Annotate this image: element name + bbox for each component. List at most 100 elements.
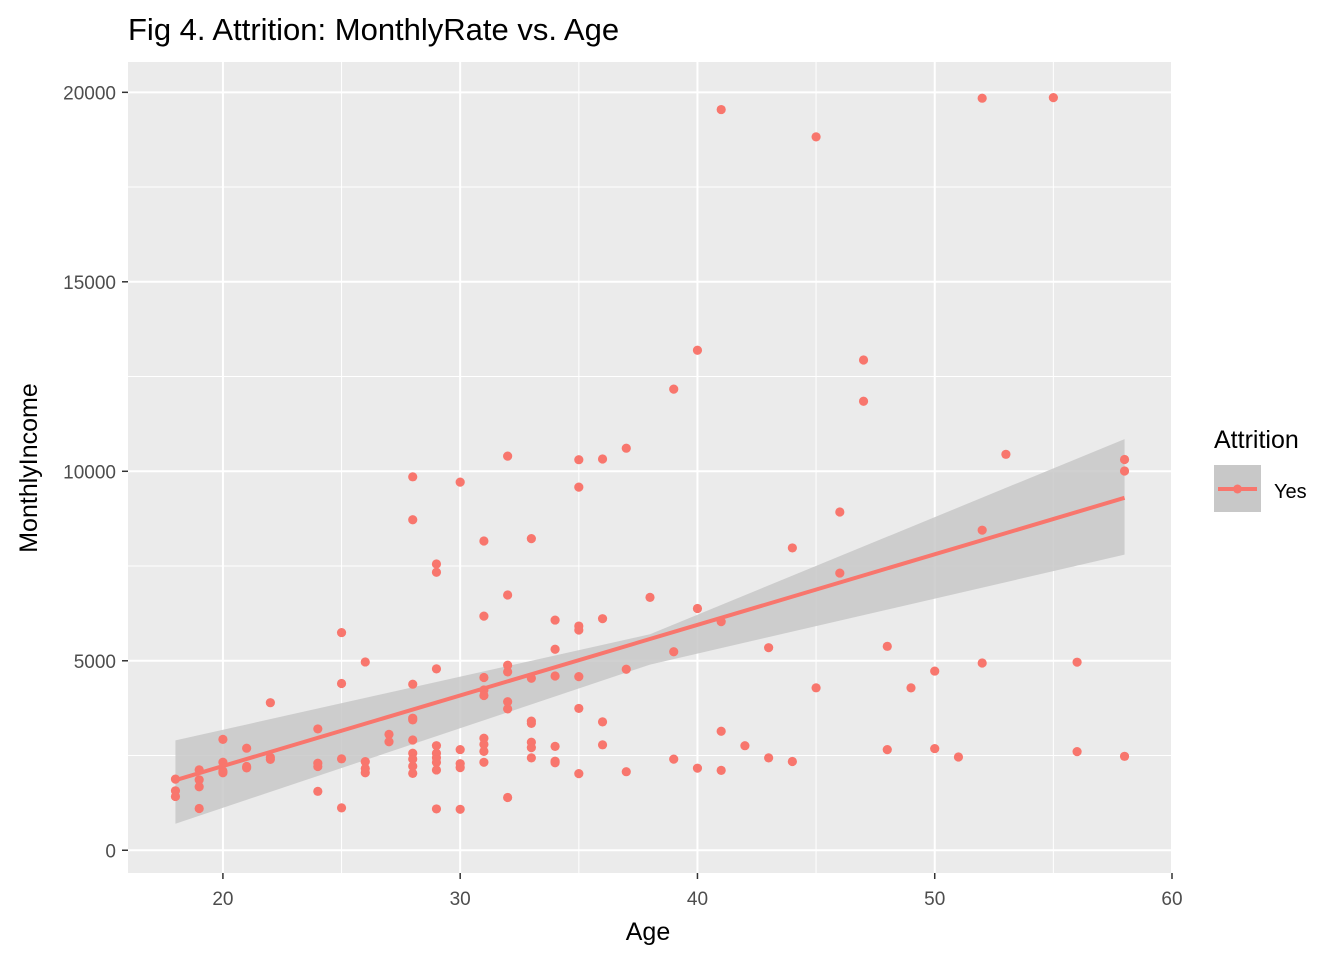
data-point (194, 775, 204, 785)
y-tick-label: 0 (105, 841, 116, 862)
data-point (574, 769, 584, 779)
data-point (479, 757, 489, 767)
data-point (408, 679, 418, 689)
legend: Attrition Yes (1214, 426, 1307, 512)
data-point (977, 658, 987, 668)
data-point (431, 559, 442, 569)
data-point (550, 615, 560, 625)
data-point (787, 543, 797, 553)
data-point (953, 752, 964, 762)
data-point (455, 477, 465, 487)
data-point (692, 603, 703, 614)
data-point (431, 567, 442, 577)
data-point (669, 647, 679, 657)
data-point (811, 132, 821, 142)
data-point (550, 644, 560, 654)
data-point (479, 672, 489, 683)
data-point (669, 754, 679, 764)
data-point (858, 396, 869, 406)
data-point (930, 666, 940, 676)
data-point (479, 611, 489, 621)
data-point (455, 804, 465, 814)
data-point (479, 739, 489, 749)
data-point (360, 657, 370, 667)
data-point (764, 753, 774, 763)
data-point (574, 455, 584, 465)
data-point (1048, 93, 1058, 103)
data-point (265, 752, 275, 762)
data-point (574, 625, 584, 635)
x-tick-label: 50 (924, 889, 945, 910)
data-point (431, 664, 442, 674)
data-point (479, 746, 489, 756)
data-point (503, 667, 513, 677)
data-point (906, 683, 916, 693)
data-point (835, 507, 845, 517)
data-point (526, 533, 536, 544)
data-point (977, 525, 987, 535)
data-point (550, 758, 560, 768)
data-point (408, 515, 418, 525)
data-point (597, 614, 608, 624)
data-point (455, 744, 465, 755)
data-point (1119, 454, 1130, 465)
data-point (621, 443, 631, 453)
data-point (431, 765, 442, 775)
data-point (503, 451, 513, 461)
data-point (479, 536, 489, 546)
data-point (503, 697, 513, 707)
data-point (408, 768, 418, 779)
data-point (313, 761, 323, 772)
data-point (858, 355, 869, 365)
data-point (716, 765, 726, 776)
data-point (811, 683, 821, 693)
data-point (313, 724, 323, 734)
chart-title: Fig 4. Attrition: MonthlyRate vs. Age (128, 12, 619, 47)
data-point (597, 454, 608, 464)
data-point (408, 754, 418, 764)
data-point (360, 768, 370, 778)
data-point (503, 590, 513, 600)
data-point (360, 756, 370, 767)
data-point (408, 735, 418, 745)
data-point (408, 472, 418, 482)
data-point (597, 717, 608, 727)
data-point (431, 757, 442, 767)
data-point (384, 737, 394, 747)
data-point (408, 761, 418, 771)
data-point (503, 792, 513, 803)
confidence-ribbon (175, 439, 1125, 824)
data-point (384, 729, 394, 739)
data-point (526, 753, 536, 763)
y-axis-title: MonthlyIncome (15, 383, 43, 553)
data-point (574, 672, 584, 682)
legend-key-point (1233, 484, 1242, 494)
data-point (218, 734, 228, 744)
data-point (431, 741, 442, 751)
data-point (194, 803, 204, 814)
data-point (526, 743, 536, 753)
data-point (479, 690, 489, 701)
data-point (170, 791, 181, 802)
data-point (882, 641, 892, 651)
data-point (716, 104, 726, 115)
data-point (455, 763, 465, 773)
x-tick-label: 30 (450, 889, 471, 910)
data-point (503, 660, 513, 670)
data-point (242, 761, 252, 772)
data-point (336, 627, 347, 638)
y-tick-label: 15000 (63, 273, 116, 294)
data-point (336, 754, 347, 764)
data-point (503, 704, 513, 714)
data-point (764, 643, 774, 653)
data-point (835, 568, 845, 578)
data-point (669, 384, 679, 394)
legend-label-yes: Yes (1274, 481, 1307, 503)
data-point (1001, 449, 1011, 459)
data-point (408, 715, 418, 725)
data-point (692, 763, 703, 773)
data-point (526, 718, 536, 728)
x-tick-label: 20 (212, 889, 233, 910)
data-point (787, 756, 797, 767)
